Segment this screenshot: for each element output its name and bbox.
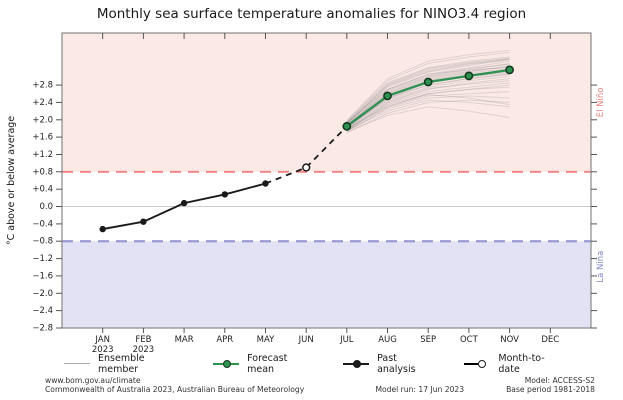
ensemble-member-lines: [346, 49, 510, 134]
footer-base-period: Base period 1981-2018: [506, 385, 595, 395]
svg-text:−0.8: −0.8: [32, 237, 53, 247]
svg-text:2023: 2023: [133, 345, 155, 355]
legend-label: Forecast mean: [247, 353, 288, 375]
legend-item-past: Past analysis: [343, 353, 436, 375]
chart-footer: www.bom.gov.au/climate Commonwealth of A…: [45, 376, 595, 395]
y-axis-title: °C above or below average: [6, 116, 17, 245]
svg-text:+2.4: +2.4: [32, 98, 53, 108]
svg-text:+2.0: +2.0: [32, 115, 53, 125]
ensemble-line-icon: [64, 359, 90, 369]
svg-text:−0.4: −0.4: [32, 219, 53, 229]
svg-text:MAR: MAR: [175, 335, 194, 345]
legend-label: Month-to-date: [498, 353, 545, 375]
past-line-icon: [343, 359, 370, 369]
svg-text:−2.8: −2.8: [32, 324, 53, 334]
svg-text:JAN: JAN: [94, 335, 110, 345]
svg-text:MAY: MAY: [257, 335, 275, 345]
svg-text:+0.4: +0.4: [32, 185, 53, 195]
svg-text:APR: APR: [216, 335, 233, 345]
svg-text:DEC: DEC: [541, 335, 559, 345]
footer-copyright: Commonwealth of Australia 2023, Australi…: [45, 385, 305, 395]
past-analysis-line: [99, 180, 269, 233]
svg-text:NOV: NOV: [500, 335, 519, 345]
legend-item-ensemble: Ensemble member: [64, 353, 185, 375]
svg-text:−1.6: −1.6: [32, 271, 53, 281]
footer-model: Model: ACCESS-S2: [524, 376, 595, 385]
lanina-band-label: La Niña: [596, 251, 606, 283]
footer-model-run: Model run: 17 Jun 2023: [375, 385, 465, 395]
legend-label: Past analysis: [377, 353, 416, 375]
elnino-region: [62, 33, 591, 172]
svg-text:+1.6: +1.6: [32, 133, 53, 143]
svg-text:−2.0: −2.0: [32, 289, 53, 299]
y-axis: −2.8 −2.4 −2.0 −1.6 −1.2 −0.8 −0.4 0.0 +0.4 +0.8 +…: [32, 81, 597, 334]
svg-text:JUL: JUL: [339, 335, 354, 345]
svg-text:AUG: AUG: [378, 335, 397, 345]
svg-text:OCT: OCT: [460, 335, 479, 345]
svg-text:+1.2: +1.2: [32, 150, 53, 160]
svg-text:FEB: FEB: [135, 335, 151, 345]
chart-title: Monthly sea surface temperature anomalie…: [96, 6, 527, 22]
svg-text:JUN: JUN: [298, 335, 314, 345]
svg-text:−1.2: −1.2: [32, 254, 53, 264]
svg-text:0.0: 0.0: [39, 202, 53, 212]
footer-url: www.bom.gov.au/climate: [45, 376, 141, 385]
plot-border: [61, 32, 592, 329]
open-circle-icon: [464, 359, 490, 369]
month-to-date-dashed-line: [265, 125, 348, 185]
legend-label: Ensemble member: [98, 353, 145, 375]
forecast-mean-line: [342, 65, 514, 131]
svg-text:SEP: SEP: [420, 335, 436, 345]
lanina-region: [62, 241, 591, 328]
month-to-date-point: [302, 163, 311, 172]
svg-text:2023: 2023: [92, 345, 114, 355]
svg-text:+0.8: +0.8: [32, 167, 53, 177]
elnino-band-label: El Niño: [596, 88, 606, 118]
forecast-line-icon: [213, 359, 240, 369]
svg-text:+2.8: +2.8: [32, 81, 53, 91]
svg-text:−2.4: −2.4: [32, 306, 53, 316]
legend-item-forecast: Forecast mean: [213, 353, 315, 375]
legend-item-mtd: Month-to-date: [464, 353, 564, 375]
chart-legend: Ensemble member Forecast mean Past analy…: [64, 353, 564, 375]
